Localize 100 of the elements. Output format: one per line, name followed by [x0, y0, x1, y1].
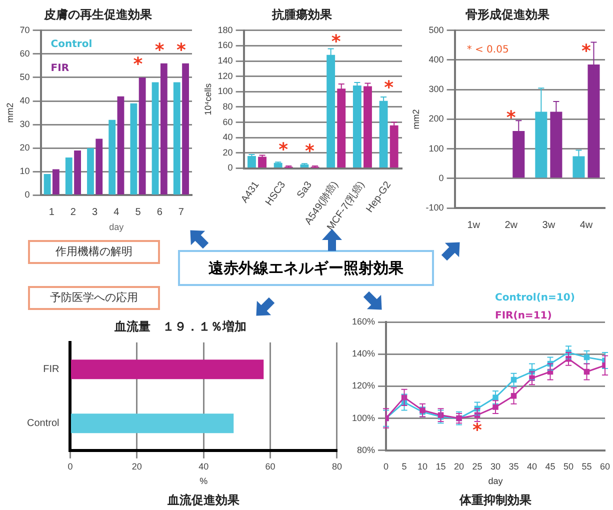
x-tick-label: 20	[454, 461, 464, 472]
bar	[173, 82, 180, 194]
y-tick-label: 120	[218, 70, 233, 81]
y-tick-label: 0	[438, 172, 444, 183]
text: 遠赤外線エネルギー照射効果	[178, 250, 434, 286]
x-tick-label: 45	[545, 461, 556, 472]
x-tick-label: 2	[70, 206, 76, 218]
chart-title: 抗腫瘍効果	[271, 8, 333, 22]
chart-title: 血流量 １９．１％増加	[114, 320, 246, 334]
x-tick-label: 80	[332, 461, 342, 472]
bar	[352, 86, 362, 168]
x-tick-label: 7	[178, 206, 184, 218]
x-tick-label: 35	[508, 461, 519, 472]
text: FIR	[50, 62, 70, 74]
x-tick-label: 40	[526, 461, 538, 472]
x-tick-label: 5	[402, 461, 407, 472]
text: Control	[50, 38, 92, 50]
bar	[130, 103, 138, 194]
y-tick-label: -100	[426, 202, 444, 212]
annotation: *	[305, 141, 316, 162]
annotation: * < 0.05	[466, 44, 509, 56]
x-axis-title: day	[109, 222, 124, 232]
y-tick-label: Control	[26, 418, 60, 430]
annotation: *	[154, 40, 165, 62]
text: FIR(n=11)	[494, 310, 552, 322]
x-tick-label: 1	[48, 206, 55, 218]
x-tick-label: 15	[436, 461, 446, 472]
y-axis-title: mm2	[4, 102, 15, 123]
bar	[44, 174, 51, 194]
annotation: *	[331, 32, 342, 53]
bar	[248, 156, 256, 168]
bar	[65, 158, 72, 194]
x-tick-label: 0	[68, 461, 73, 472]
annotation: *	[506, 108, 516, 129]
x-axis-title: %	[200, 476, 208, 486]
annotation: *	[472, 420, 483, 441]
x-tick-label: 25	[472, 461, 482, 472]
bar	[390, 125, 398, 168]
y-tick-label: 500	[428, 24, 444, 35]
y-tick-label: 300	[428, 84, 444, 94]
text: 血流促進効果	[166, 493, 241, 507]
y-tick-label: 140	[218, 56, 233, 66]
bar	[96, 138, 103, 194]
y-tick-label: 80%	[357, 444, 376, 455]
y-tick-label: 40	[20, 96, 30, 106]
y-tick-label: 160	[218, 40, 233, 50]
y-tick-label: 80	[222, 101, 233, 112]
bar	[117, 96, 124, 194]
y-tick-label: 100%	[352, 412, 376, 423]
bar	[74, 150, 81, 194]
x-tick-label: 10	[418, 461, 428, 472]
y-tick-label: 60	[222, 116, 233, 127]
chart-title: 骨形成促進効果	[466, 8, 550, 22]
y-tick-label: 100	[428, 143, 444, 154]
annotation: *	[176, 40, 186, 62]
x-axis-title: day	[488, 476, 504, 486]
x-tick-label: 2w	[504, 220, 518, 231]
x-tick-label: 55	[582, 461, 592, 472]
annotation: *	[278, 140, 289, 161]
x-tick-label: 50	[563, 461, 574, 472]
y-tick-label: 70	[20, 24, 30, 35]
x-tick-label: 60	[265, 461, 276, 472]
y-tick-label: 400	[428, 54, 444, 64]
bar	[182, 63, 189, 194]
y-tick-label: 20	[20, 142, 30, 153]
x-tick-label: 6	[156, 206, 163, 218]
x-tick-label: 20	[132, 461, 142, 472]
x-tick-label: 5	[135, 206, 142, 218]
y-axis-title: 10⁴cells	[202, 82, 213, 116]
y-tick-label: 180	[218, 24, 233, 35]
chart-title: 皮膚の再生促進効果	[43, 8, 153, 22]
bar	[108, 120, 116, 194]
bar	[87, 148, 94, 194]
text: 作用機構の解明	[28, 240, 160, 264]
x-tick-label: Sa3	[295, 179, 315, 201]
text: Control(n=10)	[494, 292, 575, 304]
x-tick-label: 3	[92, 206, 98, 218]
y-tick-label: 60	[20, 48, 30, 58]
y-tick-label: 20	[222, 147, 233, 158]
bar	[258, 156, 266, 168]
x-tick-label: 1w	[467, 220, 481, 231]
bar	[160, 63, 168, 194]
text: 予防医学への応用	[28, 286, 160, 310]
x-tick-label: 3w	[542, 220, 556, 231]
bar	[364, 86, 372, 168]
y-tick-label: 50	[20, 72, 30, 82]
x-tick-label: 40	[198, 461, 209, 472]
x-tick-label: 0	[384, 461, 389, 472]
y-tick-label: 0	[228, 162, 233, 173]
y-tick-label: 100	[218, 86, 233, 96]
text: 体重抑制効果	[458, 493, 533, 507]
annotation: *	[133, 54, 144, 76]
y-tick-label: 30	[20, 119, 30, 130]
y-tick-label: 140%	[352, 348, 376, 359]
x-tick-label: 60	[600, 461, 610, 472]
x-tick-label: 30	[490, 461, 501, 472]
x-tick-label: 4w	[580, 220, 594, 231]
y-tick-label: 160%	[352, 316, 376, 326]
x-tick-label: 4	[114, 206, 120, 218]
y-tick-label: 120%	[352, 380, 376, 391]
